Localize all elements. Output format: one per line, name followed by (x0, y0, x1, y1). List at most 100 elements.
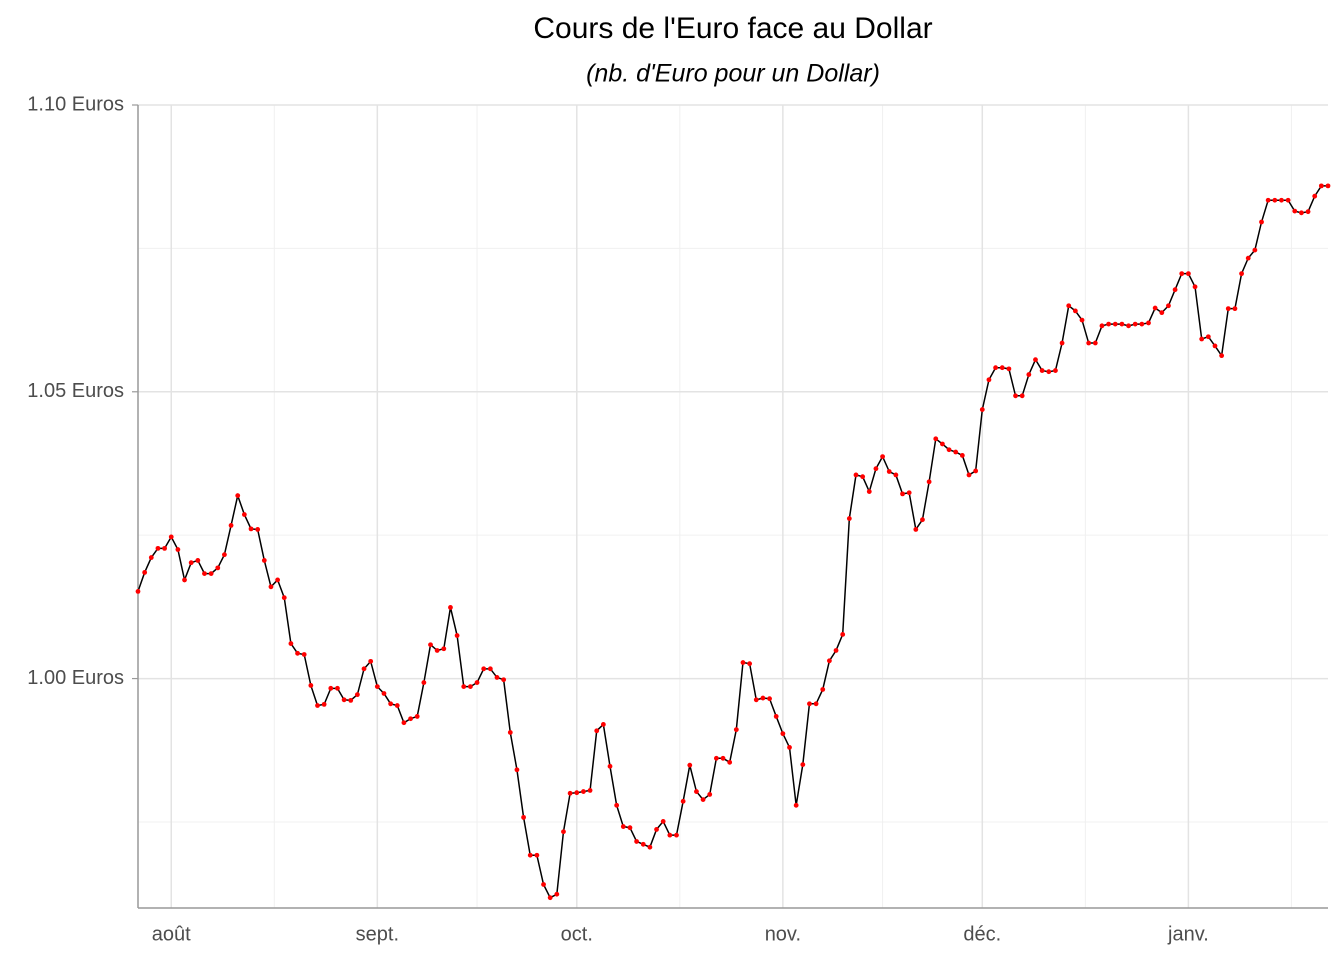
point (1139, 321, 1145, 327)
point (713, 755, 719, 761)
point (853, 472, 859, 478)
point (1325, 183, 1331, 189)
point (614, 802, 620, 808)
point (441, 646, 447, 652)
point (374, 684, 380, 690)
point (986, 377, 992, 383)
point (959, 453, 965, 458)
chart-title: Cours de l'Euro face au Dollar (533, 12, 932, 45)
point (820, 687, 826, 692)
point (1232, 306, 1238, 312)
point (1225, 306, 1231, 312)
point (1205, 334, 1211, 340)
point (946, 447, 952, 453)
point (1066, 303, 1072, 309)
point (900, 491, 905, 497)
point (1092, 340, 1098, 346)
point (893, 472, 899, 478)
point (800, 762, 806, 768)
point (1132, 321, 1138, 327)
point (315, 703, 320, 708)
point (1192, 284, 1198, 290)
point (1099, 323, 1105, 329)
point (1172, 287, 1178, 293)
point (680, 798, 686, 804)
point (487, 666, 493, 672)
point (554, 891, 560, 897)
point (906, 490, 912, 496)
x-tick-label: janv. (1167, 923, 1209, 945)
point (740, 660, 746, 665)
point (1039, 368, 1045, 373)
point (281, 595, 287, 601)
point (720, 755, 726, 761)
point (202, 571, 207, 577)
point (574, 790, 580, 796)
point (148, 555, 154, 560)
point (880, 454, 885, 459)
point (840, 632, 846, 637)
point (886, 469, 892, 474)
point (507, 730, 513, 735)
point (468, 684, 473, 690)
point (1026, 372, 1032, 377)
point (926, 479, 932, 485)
point (1179, 271, 1185, 277)
point (1046, 369, 1052, 375)
point (222, 552, 227, 558)
point (660, 818, 666, 824)
point (461, 684, 467, 690)
line (137, 185, 1328, 899)
point (248, 526, 254, 532)
point (694, 789, 699, 794)
point (1285, 197, 1291, 203)
point (1146, 320, 1151, 326)
point (753, 697, 759, 703)
point (634, 839, 640, 844)
x-tick-label: déc. (963, 923, 1001, 945)
point (1305, 209, 1311, 215)
point (541, 882, 546, 887)
point (1245, 255, 1251, 261)
point (408, 716, 413, 722)
point (953, 449, 959, 455)
point (1318, 183, 1324, 189)
point (826, 658, 832, 664)
point (448, 605, 453, 610)
point (142, 570, 148, 575)
point (208, 571, 214, 577)
point (341, 697, 347, 703)
point (707, 792, 713, 797)
point (255, 527, 261, 532)
x-tick-label: août (152, 923, 191, 945)
point (620, 824, 626, 829)
point (474, 680, 480, 685)
point (627, 825, 633, 831)
point (328, 685, 334, 691)
point (567, 790, 573, 796)
x-tick-label: oct. (561, 923, 593, 945)
point (940, 441, 945, 447)
point (687, 762, 693, 768)
point (175, 547, 181, 552)
point (155, 545, 161, 551)
point (1006, 366, 1012, 372)
point (275, 577, 281, 583)
point (727, 759, 733, 765)
point (674, 832, 679, 838)
point (807, 701, 812, 707)
point (760, 695, 766, 701)
point (561, 829, 566, 835)
point (654, 827, 659, 832)
point (268, 584, 274, 590)
point (846, 516, 852, 521)
point (534, 852, 540, 858)
point (235, 493, 241, 499)
point (1112, 321, 1118, 327)
point (1299, 210, 1304, 216)
point (973, 468, 979, 474)
point (833, 648, 839, 653)
point (182, 577, 187, 583)
point (787, 745, 792, 750)
